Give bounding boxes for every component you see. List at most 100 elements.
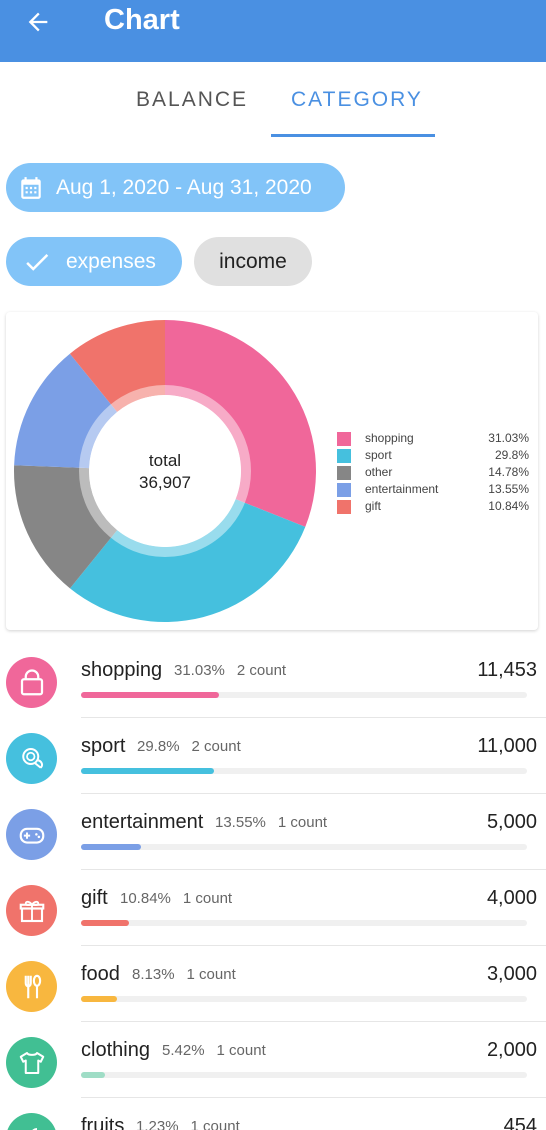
category-count: 1 count <box>277 814 328 831</box>
legend-percent: 10.84% <box>488 499 529 513</box>
gift-icon <box>6 885 57 936</box>
category-progress-track <box>81 768 527 774</box>
category-name: clothing <box>81 1039 150 1061</box>
legend-label: shopping <box>365 431 414 445</box>
legend-swatch <box>337 483 351 497</box>
category-progress-fill <box>81 844 141 850</box>
category-amount: 11,453 <box>477 659 537 681</box>
category-progress-fill <box>81 996 117 1002</box>
tshirt-icon <box>6 1037 57 1088</box>
tab-bar: BALANCE CATEGORY <box>0 62 546 140</box>
legend-percent: 13.55% <box>488 482 529 496</box>
category-meta: 8.13% 1 count <box>132 966 236 983</box>
total-label: total <box>149 451 181 470</box>
donut-slice-entertainment[interactable] <box>14 353 118 469</box>
category-percent: 8.13% <box>132 966 175 983</box>
legend-label: entertainment <box>365 482 439 496</box>
tab-indicator <box>271 134 435 137</box>
back-button[interactable] <box>18 2 58 42</box>
category-name: sport <box>81 735 126 757</box>
row-divider <box>81 945 546 946</box>
donut-slice-sport[interactable] <box>69 499 306 622</box>
page-title: Chart <box>104 4 180 36</box>
category-meta: 1.23% 1 count <box>136 1118 240 1130</box>
category-meta: 10.84% 1 count <box>120 890 232 907</box>
category-amount: 11,000 <box>477 735 537 757</box>
legend-item-shopping: shopping 31.03% <box>337 430 529 447</box>
category-row-gift[interactable]: gift 10.84% 1 count 4,000 <box>0 870 546 946</box>
legend-label: gift <box>365 499 382 513</box>
category-row-entertainment[interactable]: entertainment 13.55% 1 count 5,000 <box>0 794 546 870</box>
category-meta: 29.8% 2 count <box>137 738 241 755</box>
category-list: shopping 31.03% 2 count 11,453 sport 29.8% 2 c… <box>0 642 546 1130</box>
legend-percent: 31.03% <box>488 431 529 445</box>
expenses-label: expenses <box>66 249 156 273</box>
fruit-icon <box>6 1113 57 1130</box>
category-amount: 5,000 <box>486 811 537 833</box>
category-percent: 29.8% <box>137 738 180 755</box>
category-progress-track <box>81 692 527 698</box>
legend-label: other <box>365 465 393 479</box>
category-percent: 13.55% <box>215 814 266 831</box>
donut-slice-other[interactable] <box>13 465 118 589</box>
sport-icon <box>6 733 57 784</box>
category-amount: 3,000 <box>486 963 537 985</box>
category-progress-fill <box>81 1072 105 1078</box>
row-divider <box>81 717 546 718</box>
category-progress-track <box>81 996 527 1002</box>
legend-item-other: other 14.78% <box>337 464 529 481</box>
category-progress-fill <box>81 768 214 774</box>
category-amount: 454 <box>503 1115 537 1130</box>
category-count: 1 count <box>216 1042 266 1059</box>
row-divider <box>81 1021 546 1022</box>
category-name: shopping <box>81 659 163 681</box>
legend-percent: 29.8% <box>494 448 529 462</box>
tab-category[interactable]: CATEGORY <box>291 88 423 111</box>
category-meta: 13.55% 1 count <box>215 814 327 831</box>
total-value: 36,907 <box>139 473 191 492</box>
category-percent: 1.23% <box>136 1118 179 1130</box>
legend-swatch <box>337 449 351 463</box>
expenses-filter-chip[interactable]: expenses <box>6 237 182 286</box>
category-count: 1 count <box>182 890 233 907</box>
legend-label: sport <box>365 448 392 462</box>
category-progress-track <box>81 920 527 926</box>
legend-percent: 14.78% <box>488 465 529 479</box>
category-row-shopping[interactable]: shopping 31.03% 2 count 11,453 <box>0 642 546 718</box>
row-divider <box>81 793 546 794</box>
category-row-fruits[interactable]: fruits 1.23% 1 count 454 <box>0 1098 546 1130</box>
category-name: food <box>81 963 120 985</box>
category-percent: 31.03% <box>174 662 225 679</box>
category-meta: 5.42% 1 count <box>162 1042 266 1059</box>
category-row-food[interactable]: food 8.13% 1 count 3,000 <box>0 946 546 1022</box>
category-percent: 10.84% <box>120 890 171 907</box>
category-row-sport[interactable]: sport 29.8% 2 count 11,000 <box>0 718 546 794</box>
donut-chart: total 36,907 <box>13 320 316 622</box>
category-name: fruits <box>81 1115 125 1130</box>
donut-slice-shopping[interactable] <box>165 320 316 527</box>
date-range-chip[interactable]: Aug 1, 2020 - Aug 31, 2020 <box>6 163 345 212</box>
row-divider <box>81 1097 546 1098</box>
tab-balance[interactable]: BALANCE <box>136 88 249 111</box>
donut-slice-gift[interactable] <box>69 320 165 412</box>
arrow-left-icon <box>28 12 48 32</box>
category-count: 1 count <box>186 966 236 983</box>
date-range-label: Aug 1, 2020 - Aug 31, 2020 <box>56 175 312 199</box>
category-progress-fill <box>81 920 129 926</box>
legend-item-sport: sport 29.8% <box>337 447 529 464</box>
category-progress-fill <box>81 692 219 698</box>
category-percent: 5.42% <box>162 1042 205 1059</box>
category-meta: 31.03% 2 count <box>174 662 286 679</box>
legend-swatch <box>337 466 351 480</box>
check-icon <box>26 253 49 271</box>
legend-item-entertainment: entertainment 13.55% <box>337 481 529 498</box>
chart-card: total 36,907 shopping 31.03% sport 29.8% oth… <box>6 312 538 630</box>
legend-swatch <box>337 500 351 514</box>
fork-spoon-icon <box>6 961 57 1012</box>
category-row-clothing[interactable]: clothing 5.42% 1 count 2,000 <box>0 1022 546 1098</box>
gamepad-icon <box>6 809 57 860</box>
income-filter-chip[interactable]: income <box>194 237 312 286</box>
category-name: entertainment <box>81 811 204 833</box>
income-label: income <box>219 249 287 273</box>
category-count: 1 count <box>190 1118 240 1130</box>
